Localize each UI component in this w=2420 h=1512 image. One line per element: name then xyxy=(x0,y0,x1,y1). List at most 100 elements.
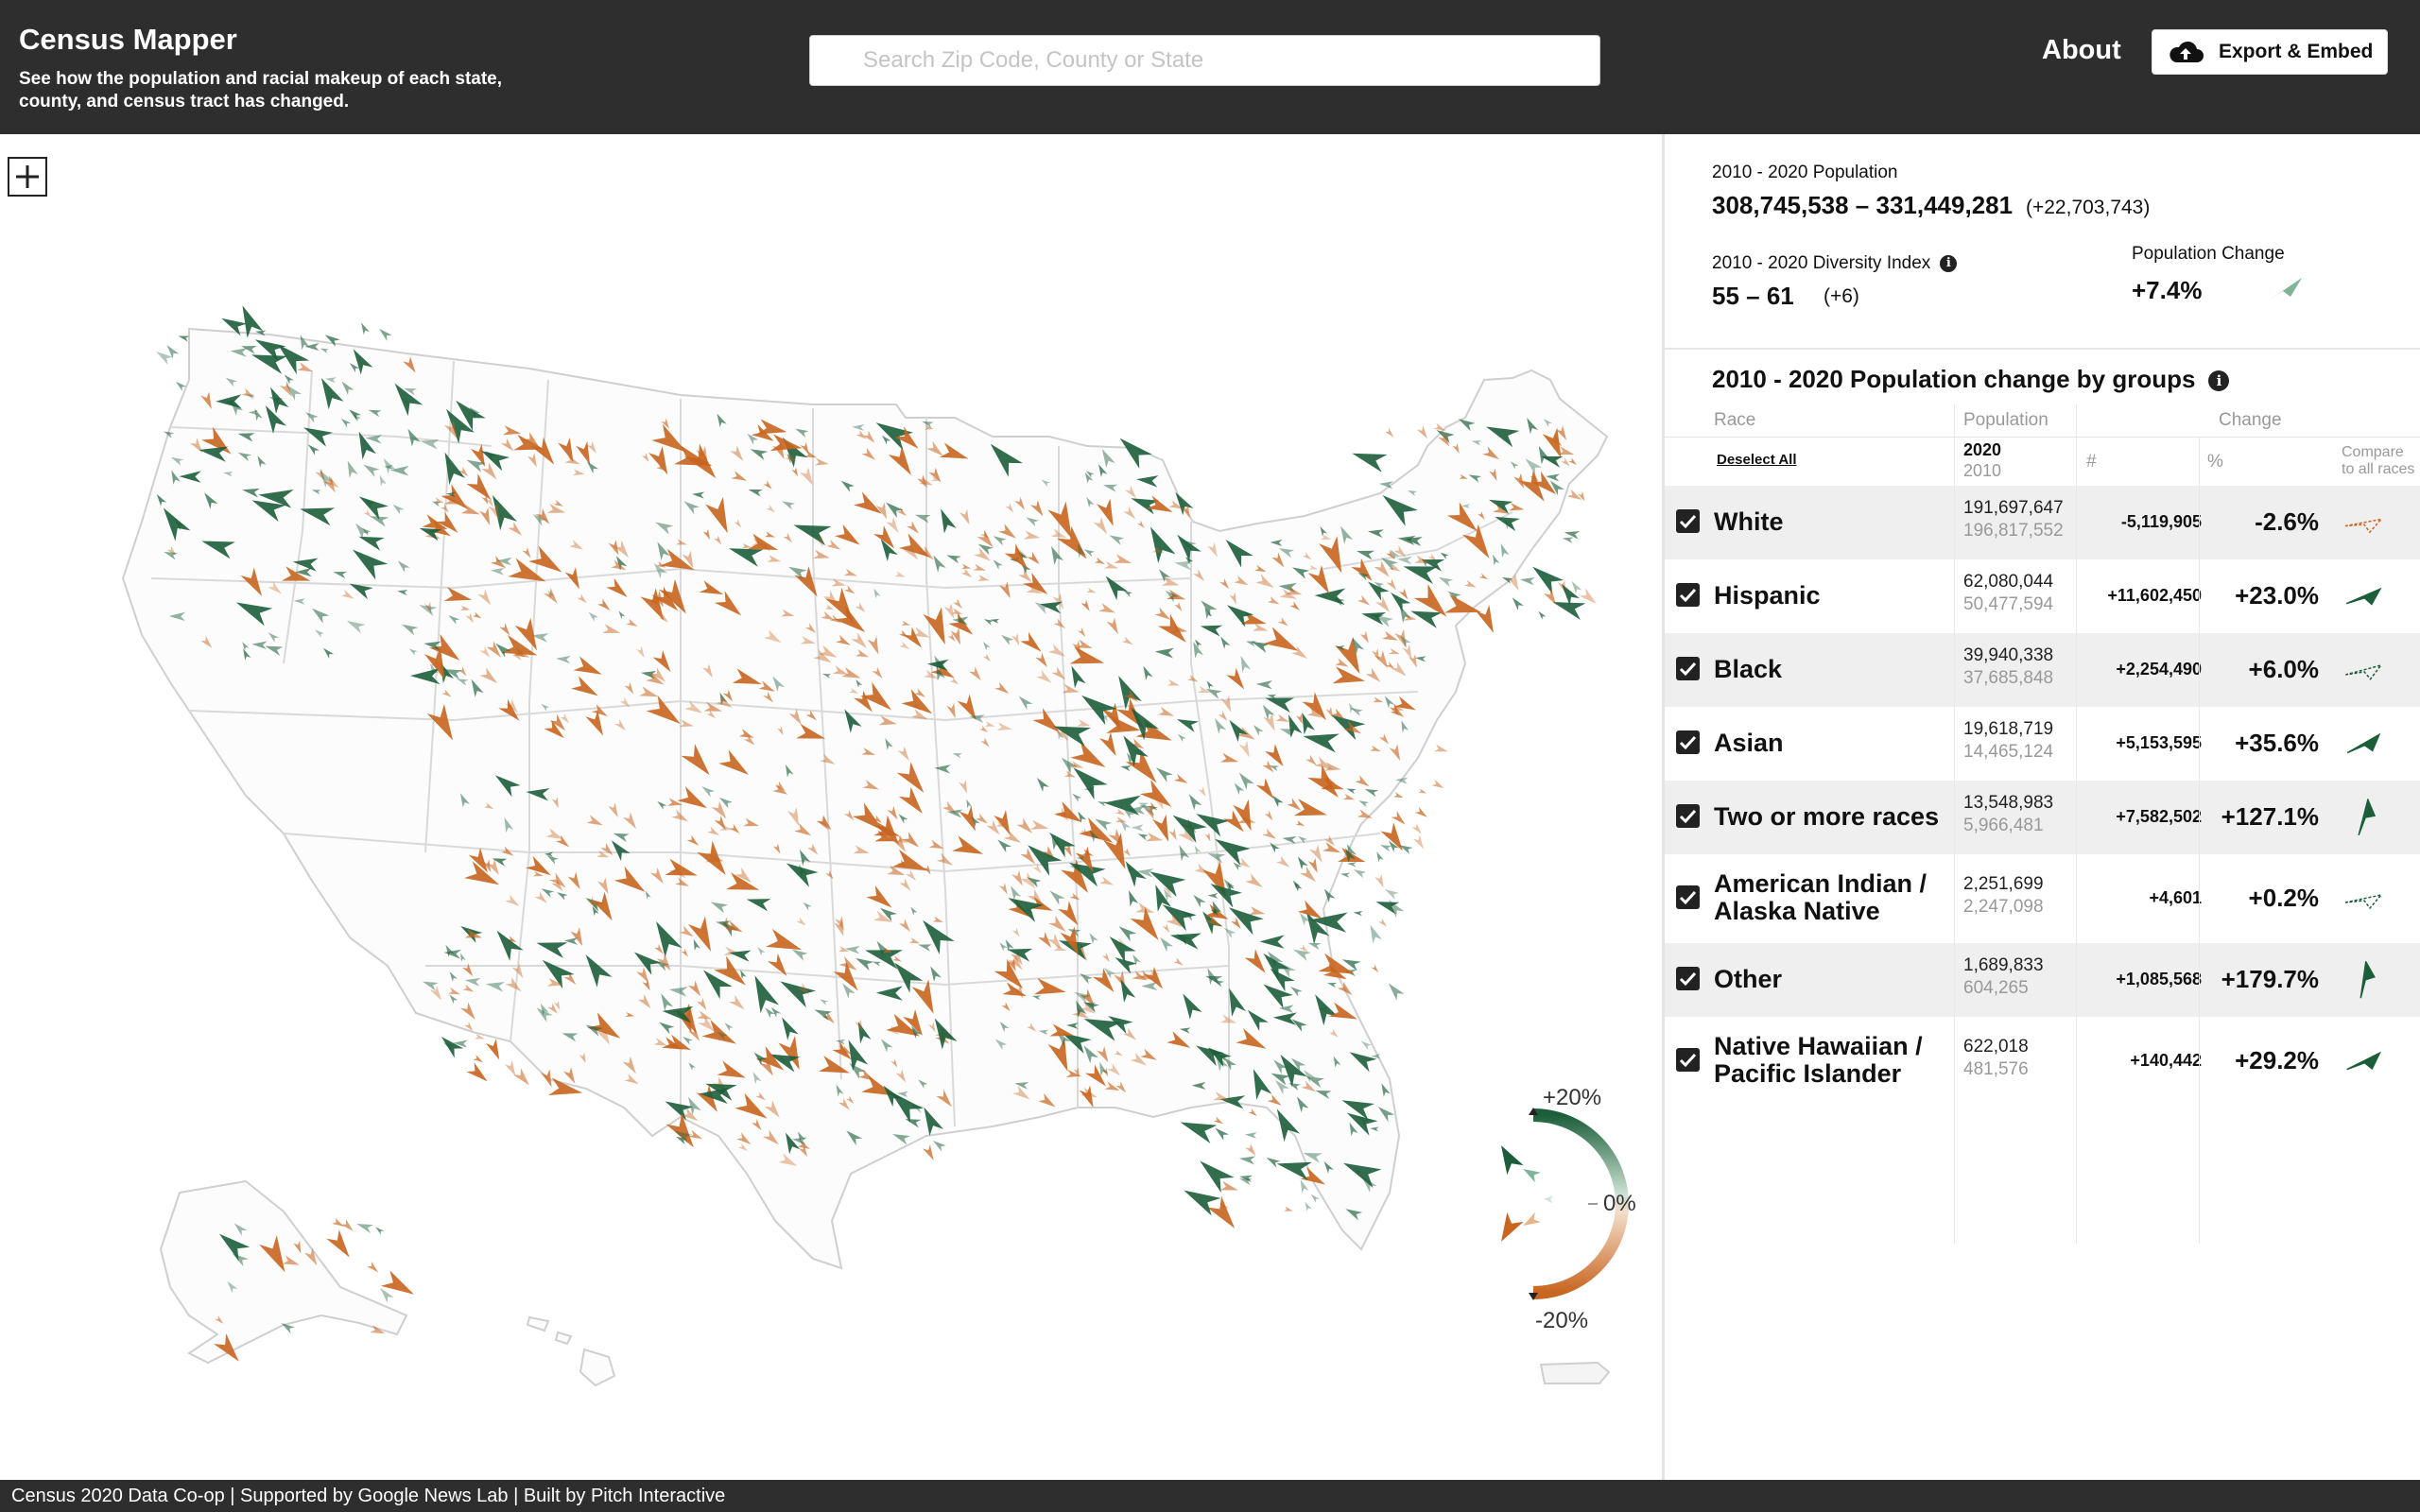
map-change-arrow xyxy=(1077,719,1091,727)
map-change-arrow xyxy=(848,1040,869,1072)
map-change-arrow xyxy=(1561,457,1570,467)
group-row[interactable]: Asian 19,618,719 14,465,124 +5,153,595 +35.6… xyxy=(1665,707,2420,781)
map-change-arrow xyxy=(997,839,1012,853)
group-row[interactable]: American Indian / Alaska Native 2,251,699 2… xyxy=(1665,854,2420,943)
map-change-arrow xyxy=(1156,767,1173,782)
map-change-arrow xyxy=(1097,498,1114,526)
map-change-arrow xyxy=(897,746,909,761)
map-change-arrow xyxy=(658,578,686,614)
map-change-arrow xyxy=(1384,888,1399,900)
map-change-arrow xyxy=(922,1144,934,1160)
map-change-arrow xyxy=(1557,446,1575,455)
map-change-arrow xyxy=(1267,951,1284,969)
group-checkbox[interactable] xyxy=(1676,583,1700,607)
map-change-arrow xyxy=(1125,748,1157,783)
map-change-arrow xyxy=(315,468,325,482)
map-change-arrow xyxy=(949,677,959,685)
map-change-arrow xyxy=(277,344,310,375)
group-row[interactable]: Native Hawaiian / Pacific Islander 622,018… xyxy=(1665,1017,2420,1106)
export-embed-button[interactable]: Export & Embed xyxy=(2152,29,2388,75)
map-change-arrow xyxy=(854,690,873,713)
map-change-arrow xyxy=(840,1045,852,1055)
map-change-arrow xyxy=(551,878,563,892)
info-icon[interactable]: i xyxy=(2208,370,2230,392)
deselect-all-link[interactable]: Deselect All xyxy=(1717,452,1797,468)
map-change-arrow xyxy=(1393,545,1407,558)
map-change-arrow xyxy=(905,869,917,882)
map-change-arrow xyxy=(1204,914,1222,927)
group-checkbox[interactable] xyxy=(1676,730,1700,754)
us-map[interactable] xyxy=(0,134,1662,1480)
group-checkbox[interactable] xyxy=(1676,885,1700,909)
map-change-arrow xyxy=(1178,827,1195,843)
change-number: -5,119,905 xyxy=(2120,512,2202,531)
map-change-arrow xyxy=(752,1119,762,1131)
map-change-arrow xyxy=(856,679,863,688)
map-change-arrow xyxy=(1106,617,1118,634)
groups-title: 2010 - 2020 Population change by groups i xyxy=(1712,365,2230,394)
map-change-arrow xyxy=(1310,1194,1320,1203)
group-row[interactable]: White 191,697,647 196,817,552 -5,119,905 -2.… xyxy=(1665,486,2420,559)
map-change-arrow xyxy=(880,1039,893,1053)
checkmark-icon xyxy=(1679,890,1697,905)
group-checkbox[interactable] xyxy=(1676,804,1700,828)
group-checkbox[interactable] xyxy=(1676,657,1700,680)
map-change-arrow xyxy=(757,419,787,435)
map-change-arrow xyxy=(1293,949,1311,961)
map-change-arrow xyxy=(1403,566,1438,584)
map-change-arrow xyxy=(864,950,903,970)
map-change-arrow xyxy=(1416,425,1427,439)
compare-arrow-icon xyxy=(2342,577,2385,615)
map-change-arrow xyxy=(649,868,664,884)
map-change-arrow xyxy=(358,431,377,460)
map-change-arrow xyxy=(477,486,489,496)
hawaii-outline xyxy=(526,1315,616,1387)
map-panel[interactable]: +20% 0% -20% xyxy=(0,134,1662,1480)
map-change-arrow xyxy=(1273,1059,1288,1074)
map-change-arrow xyxy=(1489,468,1497,482)
map-change-arrow xyxy=(240,346,257,354)
map-change-arrow xyxy=(461,963,474,977)
map-change-arrow xyxy=(946,555,961,564)
map-change-arrow xyxy=(611,840,631,862)
map-change-arrow xyxy=(738,729,754,739)
group-row[interactable]: Black 39,940,338 37,685,848 +2,254,490 +6.0% xyxy=(1665,633,2420,707)
about-link[interactable]: About xyxy=(2042,35,2121,65)
map-change-arrow xyxy=(887,865,906,875)
group-row[interactable]: Other 1,689,833 604,265 +1,085,568 +179.7% xyxy=(1665,943,2420,1017)
map-change-arrow xyxy=(1011,927,1020,937)
map-change-arrow xyxy=(326,1229,350,1258)
group-row[interactable]: Hispanic 62,080,044 50,477,594 +11,602,450 +… xyxy=(1665,559,2420,633)
header-rule xyxy=(1665,437,2420,438)
map-change-arrow xyxy=(615,556,628,571)
map-change-arrow xyxy=(573,656,602,675)
checkmark-icon xyxy=(1679,1053,1697,1068)
map-change-arrow xyxy=(1048,916,1066,933)
map-change-arrow xyxy=(1007,958,1016,972)
compare-arrow-icon xyxy=(2342,725,2385,763)
map-change-arrow xyxy=(361,322,370,335)
zoom-in-button[interactable] xyxy=(8,157,47,197)
map-change-arrow xyxy=(654,943,664,954)
change-number: +2,254,490 xyxy=(2116,660,2202,679)
map-change-arrow xyxy=(1027,877,1042,888)
search-input[interactable] xyxy=(809,35,1600,86)
map-change-arrow xyxy=(1195,639,1202,648)
group-checkbox[interactable] xyxy=(1676,509,1700,533)
map-change-arrow xyxy=(591,891,613,921)
map-change-arrow xyxy=(1047,1038,1068,1072)
map-change-arrow xyxy=(697,1010,713,1020)
map-change-arrow xyxy=(772,676,786,692)
map-change-arrow xyxy=(1162,923,1170,934)
map-change-arrow xyxy=(487,858,499,876)
group-row[interactable]: Two or more races 13,548,983 5,966,481 +7,5… xyxy=(1665,781,2420,854)
map-change-arrow xyxy=(1333,1056,1341,1068)
map-change-arrow xyxy=(1055,726,1069,741)
group-checkbox[interactable] xyxy=(1676,967,1700,990)
map-change-arrow xyxy=(901,620,911,626)
info-icon[interactable]: i xyxy=(1940,254,1958,272)
map-change-arrow xyxy=(441,1037,464,1058)
group-checkbox[interactable] xyxy=(1676,1048,1700,1072)
map-change-arrow xyxy=(170,456,184,466)
map-change-arrow xyxy=(1302,552,1312,560)
